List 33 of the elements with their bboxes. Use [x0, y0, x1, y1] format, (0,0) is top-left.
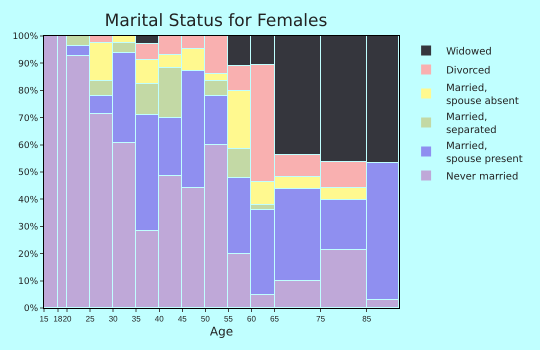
y-tick-label: 60%: [18, 140, 39, 151]
y-tick-label: 0%: [24, 304, 39, 314]
legend-label: Never married: [446, 171, 518, 182]
y-tick-label: 80%: [18, 86, 39, 97]
y-tick-label: 40%: [18, 195, 39, 206]
y-tick-label: 50%: [18, 168, 39, 178]
x-tick-label: 45: [178, 314, 188, 324]
x-tick-label: 50: [200, 314, 210, 324]
legend-label: Married, spouse present: [446, 140, 523, 165]
y-tick-label: 30%: [18, 222, 39, 233]
y-tick-label: 90%: [18, 59, 39, 70]
legend-label: Married, spouse absent: [446, 82, 519, 107]
x-tick-label: 20: [62, 314, 72, 324]
legend-label: Widowed: [446, 46, 492, 58]
x-tick-label: 55: [224, 314, 234, 324]
x-tick-label: 60: [247, 314, 256, 324]
y-tick-label: 20%: [18, 250, 39, 260]
x-tick-label: 40: [154, 314, 164, 324]
x-tick-label: 85: [362, 314, 372, 324]
x-tick-label: 18: [53, 314, 63, 324]
y-tick-label: 10%: [18, 276, 39, 287]
x-tick-label: 75: [316, 314, 326, 324]
x-tick-label: 15: [40, 314, 49, 324]
x-tick-label: 65: [270, 314, 280, 324]
x-tick-label: 35: [132, 314, 142, 324]
y-tick-label: 100%: [12, 32, 39, 42]
x-tick-label: 30: [108, 314, 118, 324]
legend-label: Divorced: [446, 65, 491, 76]
y-tick-label: 70%: [18, 114, 39, 124]
x-axis-title: Age: [210, 324, 234, 338]
chart-title: Marital Status for Females: [104, 10, 328, 31]
x-tick-label: 25: [86, 314, 96, 324]
legend-label: Married, separated: [446, 112, 497, 136]
